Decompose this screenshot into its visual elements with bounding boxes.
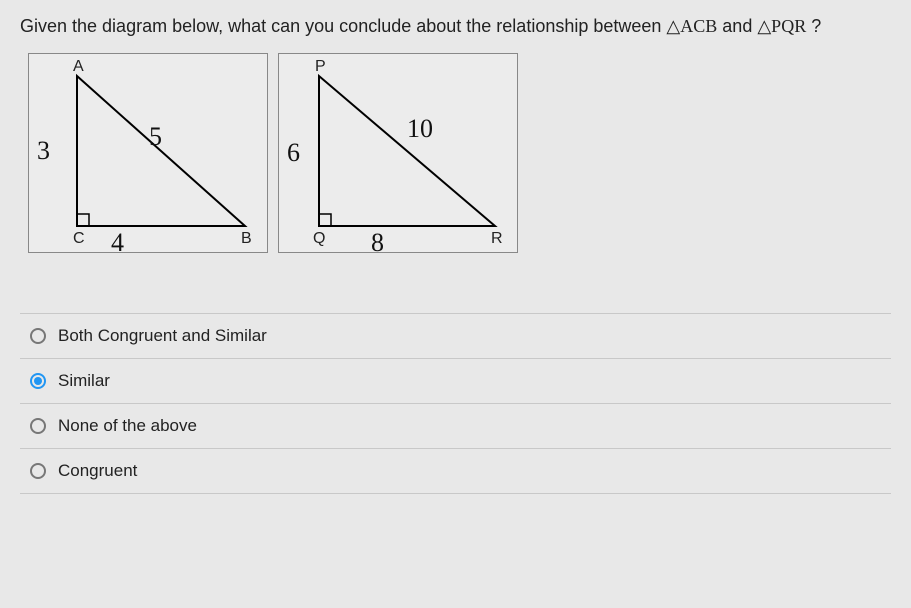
vertex-a: A [73,58,84,76]
vertex-p: P [315,58,326,76]
radio-icon [30,373,46,389]
side-qr: 8 [371,228,384,253]
q-mid: and [722,16,757,36]
side-pr: 10 [407,114,433,144]
triangle-left-svg [29,54,268,253]
triangle-right-panel: P Q R 6 8 10 [278,53,518,253]
option-row[interactable]: None of the above [20,404,891,449]
option-label: Both Congruent and Similar [58,326,267,346]
triangle-left-panel: A C B 3 4 5 [28,53,268,253]
option-label: Congruent [58,461,137,481]
q-tri2: △PQR [757,16,806,36]
radio-icon [30,463,46,479]
side-ac: 3 [37,136,50,166]
right-angle-marker-left [77,214,89,226]
vertex-r: R [491,230,503,248]
diagram-row: A C B 3 4 5 P Q R 6 8 10 [28,53,891,253]
q-suffix: ? [811,16,821,36]
option-row[interactable]: Similar [20,359,891,404]
option-row[interactable]: Both Congruent and Similar [20,314,891,359]
side-cb: 4 [111,228,124,253]
triangle-right-svg [279,54,518,253]
question-text: Given the diagram below, what can you co… [20,16,891,37]
vertex-c: C [73,230,85,248]
radio-icon [30,328,46,344]
option-label: Similar [58,371,110,391]
options-list: Both Congruent and Similar Similar None … [20,313,891,494]
right-angle-marker-right [319,214,331,226]
q-tri1: △ACB [666,16,717,36]
option-row[interactable]: Congruent [20,449,891,494]
vertex-q: Q [313,230,325,248]
q-prefix: Given the diagram below, what can you co… [20,16,666,36]
vertex-b: B [241,230,252,248]
side-pq: 6 [287,138,300,168]
option-label: None of the above [58,416,197,436]
triangle-right-shape [319,76,495,226]
radio-icon [30,418,46,434]
side-ab: 5 [149,122,162,152]
